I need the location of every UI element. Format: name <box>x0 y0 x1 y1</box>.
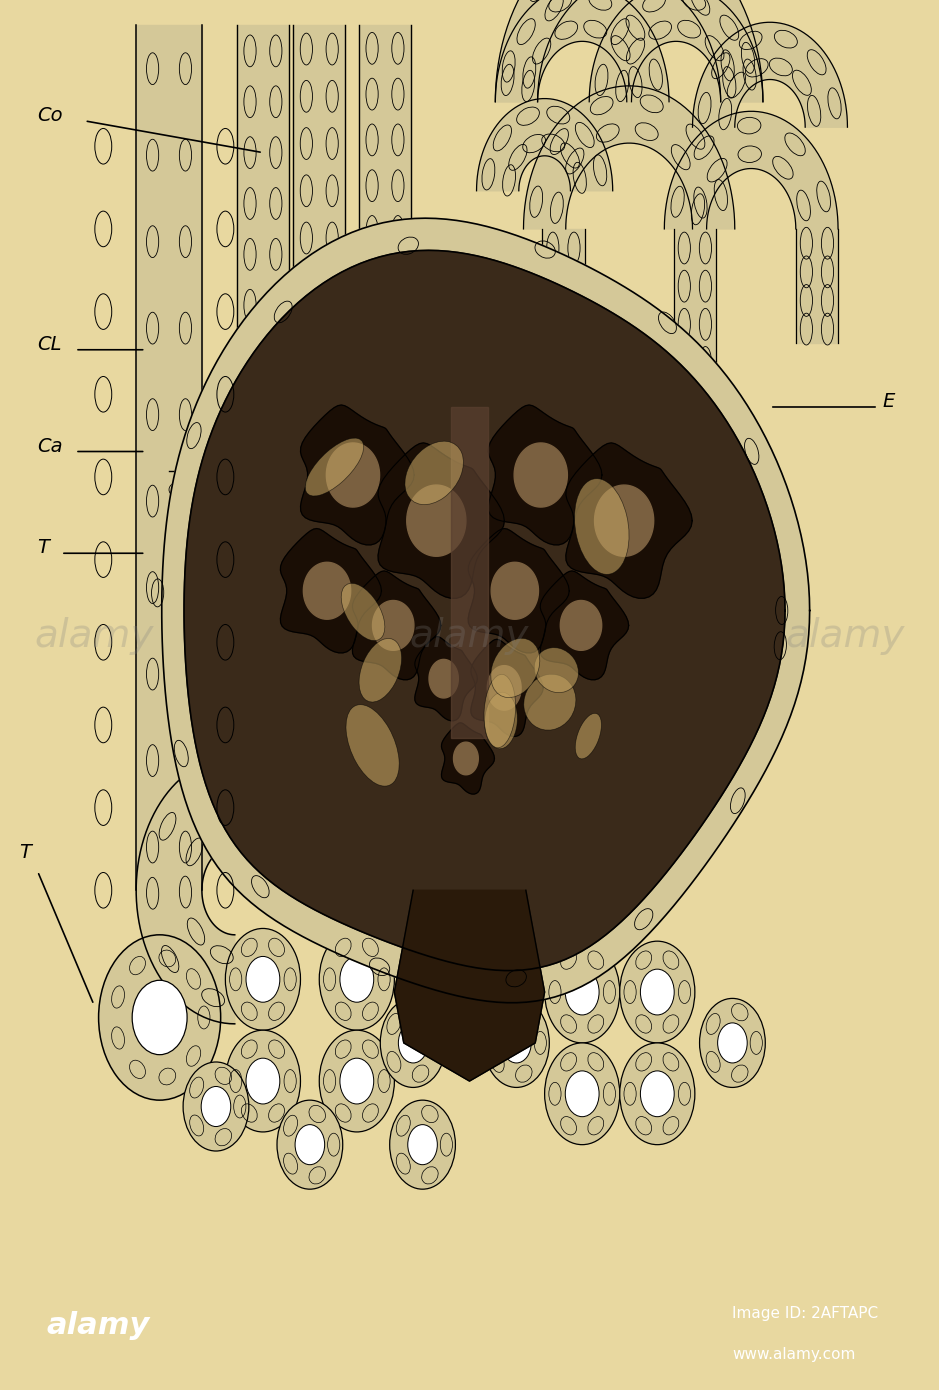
Circle shape <box>183 1062 249 1151</box>
Circle shape <box>620 941 695 1042</box>
Text: Ca: Ca <box>38 436 63 456</box>
Ellipse shape <box>405 441 464 505</box>
Polygon shape <box>515 443 567 507</box>
Circle shape <box>340 1058 374 1104</box>
Polygon shape <box>237 25 289 382</box>
Polygon shape <box>429 659 458 698</box>
Polygon shape <box>665 111 839 229</box>
Circle shape <box>319 1030 394 1131</box>
Circle shape <box>640 969 674 1015</box>
Polygon shape <box>441 723 495 794</box>
Circle shape <box>132 980 187 1055</box>
Polygon shape <box>162 218 809 1002</box>
Polygon shape <box>300 404 414 545</box>
Polygon shape <box>136 25 202 891</box>
Ellipse shape <box>341 584 385 641</box>
Circle shape <box>99 935 221 1099</box>
Text: T: T <box>19 844 31 863</box>
Polygon shape <box>496 0 763 101</box>
Ellipse shape <box>575 478 629 574</box>
Polygon shape <box>540 571 628 680</box>
Circle shape <box>620 1042 695 1145</box>
Polygon shape <box>796 229 839 343</box>
Polygon shape <box>303 563 350 620</box>
Text: T: T <box>38 538 50 557</box>
Circle shape <box>225 1030 300 1131</box>
Polygon shape <box>561 600 602 651</box>
Ellipse shape <box>484 674 516 748</box>
Polygon shape <box>327 443 379 507</box>
Text: Image ID: 2AFTAPC: Image ID: 2AFTAPC <box>732 1305 879 1320</box>
Text: alamy: alamy <box>34 617 154 655</box>
Polygon shape <box>415 637 477 720</box>
Text: alamy: alamy <box>409 617 530 655</box>
Circle shape <box>565 1070 599 1116</box>
Ellipse shape <box>491 638 540 698</box>
Polygon shape <box>469 528 569 653</box>
Polygon shape <box>352 571 440 680</box>
Circle shape <box>398 1023 428 1063</box>
Polygon shape <box>347 302 424 512</box>
Polygon shape <box>496 0 670 101</box>
Polygon shape <box>491 563 538 620</box>
Polygon shape <box>476 99 613 190</box>
Polygon shape <box>373 600 414 651</box>
Polygon shape <box>394 891 545 1081</box>
Polygon shape <box>594 485 654 556</box>
Polygon shape <box>674 229 716 382</box>
Ellipse shape <box>305 438 363 496</box>
Text: alamy: alamy <box>785 617 905 655</box>
Polygon shape <box>454 742 478 774</box>
Circle shape <box>501 1023 531 1063</box>
Ellipse shape <box>534 648 578 692</box>
Ellipse shape <box>359 638 402 702</box>
Circle shape <box>484 998 549 1087</box>
Polygon shape <box>693 22 848 126</box>
Circle shape <box>545 941 620 1042</box>
Text: E: E <box>883 392 895 411</box>
Polygon shape <box>543 229 584 382</box>
Circle shape <box>545 1042 620 1145</box>
Polygon shape <box>471 639 543 737</box>
Circle shape <box>717 1023 747 1063</box>
Circle shape <box>319 929 394 1030</box>
Polygon shape <box>488 404 602 545</box>
Ellipse shape <box>576 713 602 759</box>
Polygon shape <box>524 86 734 229</box>
Circle shape <box>640 1070 674 1116</box>
Circle shape <box>340 956 374 1002</box>
Text: alamy: alamy <box>47 1311 150 1340</box>
Polygon shape <box>321 318 374 407</box>
Circle shape <box>295 1125 325 1165</box>
Circle shape <box>201 1087 231 1126</box>
Circle shape <box>246 956 280 1002</box>
Polygon shape <box>566 443 692 598</box>
Polygon shape <box>590 0 763 101</box>
Ellipse shape <box>524 674 576 730</box>
Circle shape <box>565 969 599 1015</box>
Polygon shape <box>451 407 488 738</box>
Circle shape <box>246 1058 280 1104</box>
Polygon shape <box>487 666 521 710</box>
Ellipse shape <box>346 705 399 787</box>
Polygon shape <box>281 528 381 653</box>
Polygon shape <box>169 471 263 546</box>
Text: www.alamy.com: www.alamy.com <box>732 1347 855 1362</box>
Polygon shape <box>136 756 235 1024</box>
Polygon shape <box>184 250 785 970</box>
Circle shape <box>390 1099 455 1190</box>
Ellipse shape <box>485 692 517 749</box>
Polygon shape <box>407 485 466 556</box>
Text: CL: CL <box>38 335 62 354</box>
Text: Co: Co <box>38 106 63 125</box>
Polygon shape <box>359 25 411 254</box>
Polygon shape <box>378 443 504 598</box>
Circle shape <box>408 1125 438 1165</box>
Circle shape <box>277 1099 343 1190</box>
Circle shape <box>700 998 765 1087</box>
Polygon shape <box>294 25 346 356</box>
Circle shape <box>380 998 446 1087</box>
Circle shape <box>225 929 300 1030</box>
